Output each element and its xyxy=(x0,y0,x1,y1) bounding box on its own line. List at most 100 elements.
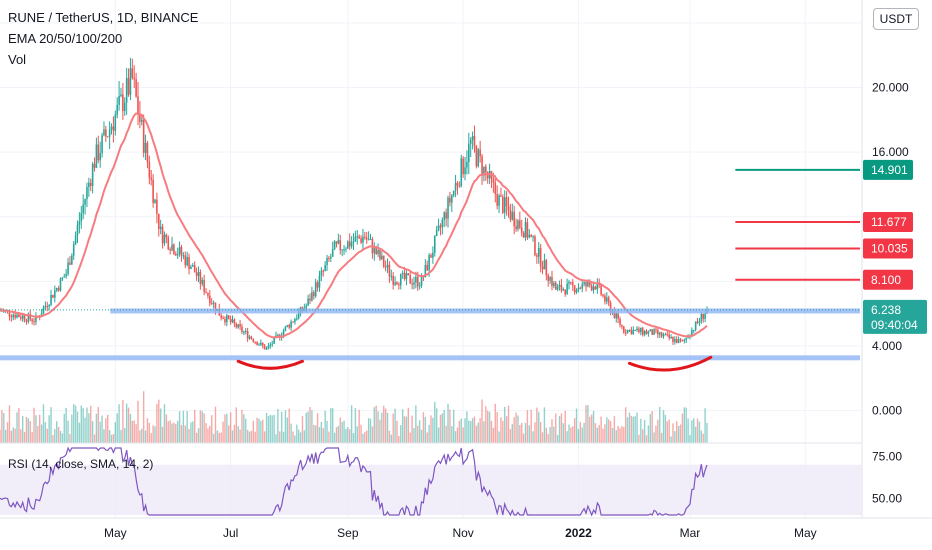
candle-body xyxy=(530,234,532,237)
volume-bar xyxy=(439,414,442,443)
price-tag-bg xyxy=(863,238,913,259)
candle-body xyxy=(590,285,593,291)
candle-body xyxy=(583,282,585,285)
volume-bar xyxy=(676,421,678,443)
candle-body xyxy=(519,220,521,228)
candle-body xyxy=(636,328,638,330)
candle-body xyxy=(640,327,642,333)
volume-bar xyxy=(42,404,45,443)
ema-legend[interactable]: EMA 20/50/100/200 xyxy=(8,31,123,46)
volume-bar xyxy=(324,410,326,443)
candle-body xyxy=(415,276,417,283)
candle-body xyxy=(685,337,687,340)
volume-bar xyxy=(222,421,224,443)
volume-bar xyxy=(330,407,332,443)
candle-body xyxy=(394,282,396,285)
volume-bar xyxy=(127,407,130,443)
candle-body xyxy=(307,298,309,306)
volume-bar xyxy=(672,423,674,443)
volume-bar xyxy=(243,414,245,443)
candle-body xyxy=(382,255,385,267)
candle-body xyxy=(479,149,481,157)
grid-lines xyxy=(0,0,862,518)
candle-body xyxy=(564,289,567,295)
volume-bar xyxy=(309,407,311,443)
volume-bar xyxy=(241,409,243,443)
candle-body xyxy=(528,234,531,238)
candle-body xyxy=(649,329,652,332)
volume-bar xyxy=(623,427,625,443)
candle-body xyxy=(271,343,274,345)
volume-bar xyxy=(76,411,79,443)
candle-body xyxy=(399,273,402,286)
volume-legend[interactable]: Vol xyxy=(8,52,27,67)
last-price-tag-bg xyxy=(863,299,927,334)
candle-body xyxy=(55,288,58,291)
volume-bar xyxy=(125,403,128,443)
volume-bar xyxy=(679,424,682,443)
volume-bar xyxy=(141,428,143,443)
candle-body xyxy=(42,307,45,314)
candle-body xyxy=(469,140,472,144)
time-axis[interactable]: May Jul Sep Nov 2022 Mar May xyxy=(104,526,817,540)
candle-body xyxy=(159,226,162,229)
volume-bar xyxy=(114,422,117,443)
volume-bar xyxy=(388,430,391,443)
volume-bar xyxy=(305,412,307,443)
candle-body xyxy=(229,318,232,323)
rsi-legend[interactable]: RSI (14, close, SMA, 14, 2) xyxy=(8,457,154,471)
candle-body xyxy=(61,277,64,279)
symbol-title[interactable]: RUNE / TetherUS, 1D, BINANCE xyxy=(8,10,199,25)
currency-button[interactable]: USDT xyxy=(873,8,919,30)
candle-body xyxy=(25,320,28,322)
volume-bar xyxy=(214,406,217,443)
volume-bar xyxy=(203,413,205,443)
volume-bar xyxy=(252,420,255,443)
volume-bar xyxy=(469,421,472,443)
candle-body xyxy=(286,324,289,327)
volume-bar xyxy=(615,430,617,443)
volume-bar xyxy=(460,418,462,443)
volume-bar xyxy=(428,424,430,443)
candle-body xyxy=(683,339,686,341)
candle-body xyxy=(373,246,376,254)
candle-body xyxy=(437,225,440,231)
candle-body xyxy=(666,334,669,336)
volume-bar xyxy=(265,412,268,443)
candle-body xyxy=(413,282,415,285)
volume-bar xyxy=(696,418,699,443)
candle-body xyxy=(152,179,154,203)
volume-bar xyxy=(67,420,69,443)
candle-body xyxy=(517,220,519,230)
time-tick: May xyxy=(104,526,127,540)
volume-bar xyxy=(343,420,345,443)
candle-body xyxy=(337,240,340,244)
volume-bar xyxy=(619,428,621,443)
candle-body xyxy=(668,334,670,339)
volume-bar xyxy=(152,425,154,443)
volume-bar xyxy=(517,415,519,443)
volume-bar xyxy=(350,405,353,443)
candle-body xyxy=(14,314,16,318)
volume-bar xyxy=(288,408,290,443)
candle-body xyxy=(494,182,497,195)
volume-bar xyxy=(269,414,272,443)
volume-bar xyxy=(107,414,109,443)
candle-body xyxy=(222,317,224,319)
candle-body xyxy=(539,247,542,267)
volume-bar xyxy=(413,428,415,443)
candle-body xyxy=(135,79,137,97)
volume-bar xyxy=(362,433,364,443)
volume-bar xyxy=(498,431,500,443)
candle-body xyxy=(95,144,98,168)
candle-body xyxy=(624,332,627,334)
volume-bar xyxy=(277,409,279,443)
volume-bar xyxy=(16,412,18,443)
candle-body xyxy=(31,319,33,322)
candle-body xyxy=(570,281,572,283)
candle-body xyxy=(89,182,92,186)
volume-bar xyxy=(279,431,281,443)
price-axis[interactable]: 20.00016.0004.0000.00024.00012.00075.005… xyxy=(872,16,909,505)
volume-bar xyxy=(700,430,703,443)
